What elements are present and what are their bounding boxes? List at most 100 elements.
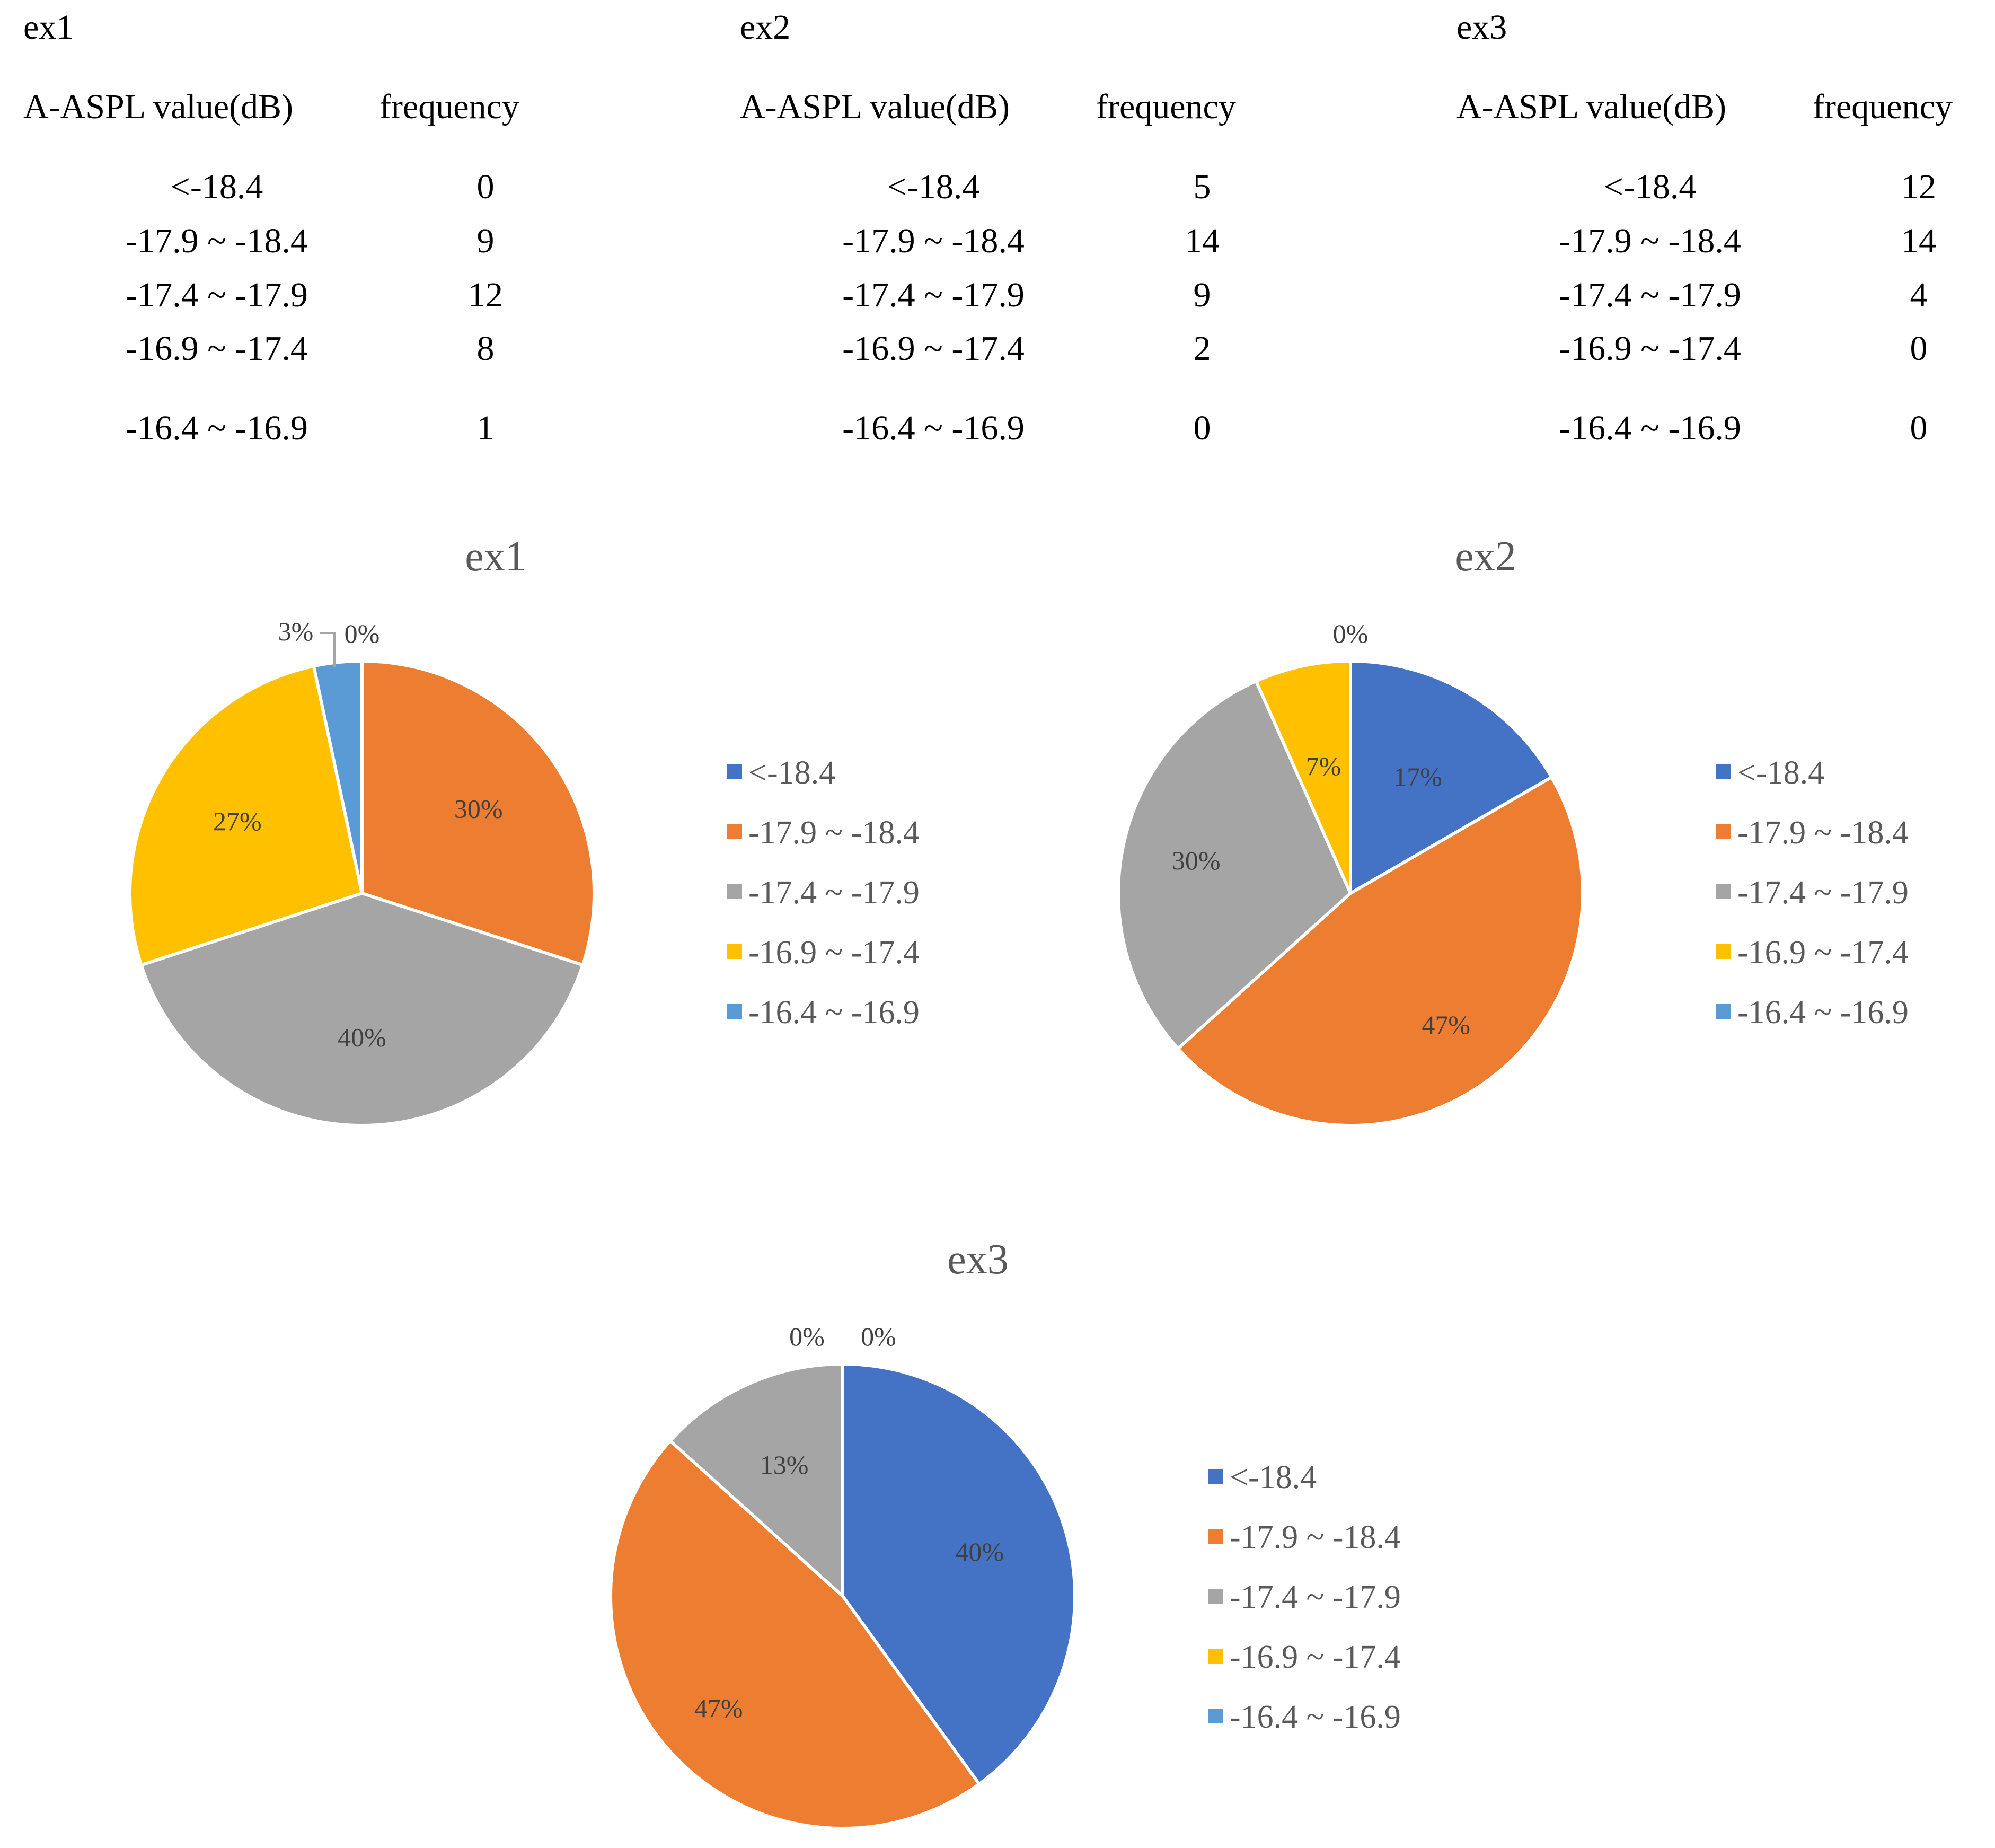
legend-swatch [727,944,742,959]
legend-label: -17.4 ~ -17.9 [1737,875,1909,911]
data-label: 7% [1306,751,1341,781]
legend-swatch [1716,824,1731,839]
pie-slice [841,1362,1077,1786]
table-cell-range: -17.4 ~ -17.9 [842,276,1025,314]
legend-swatch [1208,1529,1223,1544]
pie-slice [609,1439,981,1831]
data-label: 30% [454,794,503,823]
data-label: 17% [1393,762,1442,791]
legend-label: <-18.4 [748,755,835,791]
table-cell-range: <-18.4 [887,168,980,206]
data-label: 27% [213,806,262,836]
legend-swatch [1716,764,1731,779]
pie-chart-ex2: ex2 17% 47% 30% 7% 0% <-18.4 -17.9 ~ -18.4 -17… [1117,533,1909,1128]
column-header-frequency: frequency [379,87,519,126]
data-label: 0% [1333,619,1369,648]
table-cell-range: -16.9 ~ -17.4 [126,329,308,368]
column-header-value: A-ASPL value(dB) [1456,87,1726,126]
table-cell-range: -17.9 ~ -18.4 [126,222,308,260]
data-label: 3% [278,617,314,646]
pie-slice [312,659,364,895]
table-cell-frequency: 9 [1193,276,1211,314]
table-cell-range: -17.9 ~ -18.4 [1559,222,1741,260]
table-title: ex3 [1456,8,1507,47]
table-cell-range: -16.4 ~ -16.9 [1559,409,1741,447]
table-cell-range: <-18.4 [1603,168,1697,206]
legend-swatch [1716,1004,1731,1019]
table-cell-frequency: 2 [1193,329,1211,368]
pie-slice [360,659,596,967]
pie-slice [1176,776,1584,1128]
pie-slice [1254,659,1352,895]
table-cell-range: <-18.4 [170,168,263,206]
legend-swatch [727,764,742,779]
legend-swatch [1716,944,1731,959]
legend-label: -16.4 ~ -16.9 [1230,1699,1401,1735]
column-header-value: A-ASPL value(dB) [740,87,1010,126]
table-cell-frequency: 0 [1910,329,1928,368]
column-header-frequency: frequency [1813,87,1953,126]
legend-label: -17.4 ~ -17.9 [748,875,920,911]
pie-slice [128,664,364,967]
table-cell-range: -16.4 ~ -16.9 [126,409,308,447]
legend-swatch [727,884,742,899]
table-cell-range: -16.9 ~ -17.4 [1559,329,1741,368]
table-cell-frequency: 12 [1901,168,1936,206]
data-label: 13% [760,1450,809,1480]
legend-swatch [727,1004,742,1019]
table-title: ex1 [23,8,74,47]
data-label: 0% [789,1322,825,1351]
legend-label: -17.9 ~ -18.4 [748,815,920,851]
data-label: 47% [694,1693,743,1723]
table-cell-range: -17.4 ~ -17.9 [126,276,308,314]
pie-slice [668,1362,844,1598]
table-cell-frequency: 12 [468,276,503,314]
legend-label: -16.9 ~ -17.4 [1737,935,1909,971]
legend-label: -17.9 ~ -18.4 [1230,1519,1401,1555]
table-cell-range: -17.4 ~ -17.9 [1559,276,1741,314]
chart-title: ex2 [1455,533,1516,580]
table-cell-frequency: 0 [1193,409,1211,447]
legend-swatch [1208,1469,1223,1484]
pie-chart-ex1: ex1 30% 40% 27% 0% 3% <-18.4 -17.9 ~ -18.4 -17… [128,533,920,1127]
leader-line [320,632,336,667]
column-header-frequency: frequency [1096,87,1236,126]
legend-swatch [1208,1649,1223,1664]
legend-swatch [1208,1589,1223,1604]
table-cell-frequency: 5 [1193,168,1211,206]
table-cell-frequency: 14 [1185,222,1220,260]
data-label: 30% [1172,846,1221,875]
legend-label: -16.4 ~ -16.9 [748,995,920,1031]
data-label: 40% [955,1537,1004,1567]
data-label: 0% [861,1322,896,1351]
legend-label: -16.4 ~ -16.9 [1737,995,1909,1031]
data-label: 0% [345,619,380,648]
data-label: 47% [1422,1010,1470,1040]
table-cell-range: -17.9 ~ -18.4 [842,222,1025,260]
table-cell-frequency: 0 [476,168,495,206]
table-cell-frequency: 9 [476,222,495,260]
pie-chart-ex3: ex3 40% 47% 13% 0% 0% <-18.4 -17.9 ~ -18.4 -17… [609,1236,1401,1831]
legend-swatch [727,824,742,839]
table-cell-frequency: 4 [1910,276,1928,314]
chart-title: ex1 [465,533,526,580]
data-label: 40% [338,1023,386,1052]
legend-swatch [1716,884,1731,899]
pie-slice [1117,679,1352,1051]
table-cell-frequency: 8 [476,329,495,368]
pie-slice [139,892,585,1127]
legend-label: <-18.4 [1230,1459,1317,1495]
table-cell-frequency: 0 [1910,409,1928,447]
chart-title: ex3 [947,1236,1009,1283]
table-title: ex2 [740,8,791,47]
column-header-value: A-ASPL value(dB) [23,87,293,126]
table-cell-range: -16.9 ~ -17.4 [842,329,1025,368]
table-cell-range: -16.4 ~ -16.9 [842,409,1025,447]
table-cell-frequency: 14 [1901,222,1936,260]
legend-swatch [1208,1709,1223,1723]
legend-label: -16.9 ~ -17.4 [1230,1639,1401,1675]
pie-slice [1349,659,1553,895]
legend-label: -17.4 ~ -17.9 [1230,1579,1401,1615]
legend-label: <-18.4 [1737,755,1824,791]
legend-label: -17.9 ~ -18.4 [1737,815,1909,851]
